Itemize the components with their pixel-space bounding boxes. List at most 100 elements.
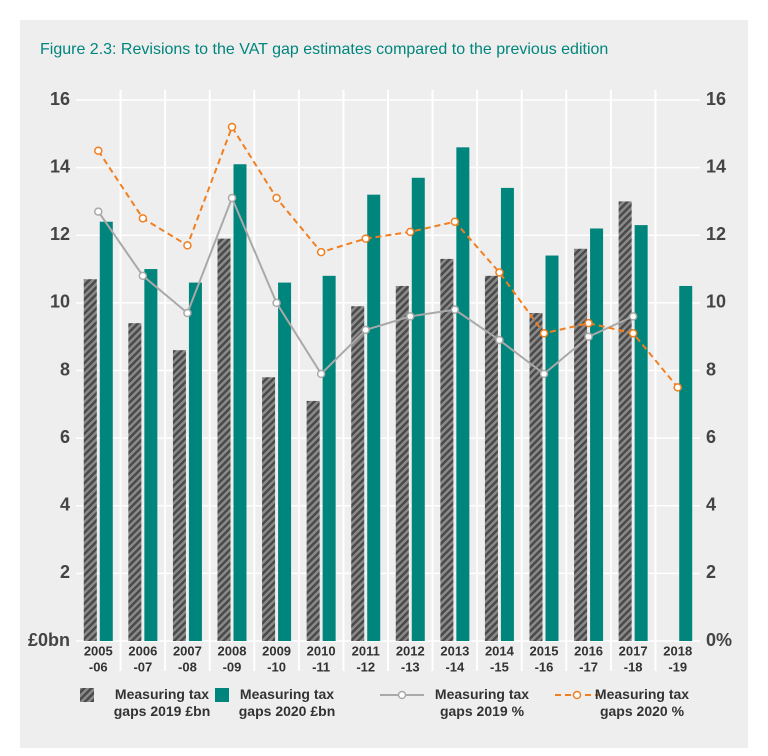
legend-swatch xyxy=(572,690,582,700)
x-tick-label: -12 xyxy=(356,659,375,674)
bar xyxy=(351,306,365,641)
point xyxy=(628,329,638,338)
point xyxy=(227,193,237,203)
bar xyxy=(128,323,142,641)
chart-title: Figure 2.3: Revisions to the VAT gap est… xyxy=(40,41,608,58)
y-tick-label: 2 xyxy=(60,562,70,582)
bar xyxy=(322,275,336,641)
y-tick-label: £0bn xyxy=(28,630,70,650)
x-tick-label: -10 xyxy=(267,659,286,674)
x-tick-label: -14 xyxy=(445,659,465,674)
bar xyxy=(679,285,693,641)
line xyxy=(97,124,679,389)
bar xyxy=(278,282,292,641)
x-tick-label: -08 xyxy=(178,659,197,674)
point xyxy=(183,241,192,250)
legend-label: Measuring tax gaps 2020 £bn xyxy=(238,686,336,719)
y-tick-label: 8 xyxy=(60,359,70,379)
bar xyxy=(634,225,648,641)
bar xyxy=(456,147,470,641)
x-tick-label: -07 xyxy=(133,659,152,674)
point xyxy=(450,217,460,226)
point xyxy=(183,308,192,318)
y-tick-label: 16 xyxy=(50,89,70,109)
x-tick-label: 2009 xyxy=(262,643,291,658)
x-tick-label: 2006 xyxy=(128,643,157,658)
y2-tick-label: 4 xyxy=(706,495,716,515)
legend-label: Measuring tax gaps 2019 £bn xyxy=(113,686,211,719)
y2-tick-label: 16 xyxy=(706,89,726,109)
point xyxy=(138,214,148,223)
x-tick-label: 2007 xyxy=(173,643,202,658)
point xyxy=(584,332,593,341)
point xyxy=(316,369,326,379)
bar xyxy=(500,187,514,641)
legend-swatch xyxy=(215,688,229,702)
point xyxy=(138,271,148,281)
point xyxy=(450,305,460,314)
y2-tick-label: 8 xyxy=(706,359,716,379)
y-tick-label: 12 xyxy=(50,224,70,244)
x-tick-label: -19 xyxy=(668,659,687,674)
y-tick-label: 4 xyxy=(60,495,70,515)
bar xyxy=(367,194,381,642)
bar xyxy=(233,164,247,641)
point xyxy=(272,193,281,203)
bar xyxy=(411,177,425,642)
legend-swatch xyxy=(80,688,94,702)
x-tick-label: -17 xyxy=(579,659,598,674)
point xyxy=(406,312,415,321)
x-tick-label: 2017 xyxy=(619,643,648,658)
y2-tick-label: 0% xyxy=(706,630,732,650)
point xyxy=(227,122,237,132)
bar xyxy=(618,201,632,641)
point xyxy=(94,207,103,216)
point xyxy=(94,146,103,155)
legend-swatch xyxy=(397,690,407,700)
legend-label: Measuring tax gaps 2019 % xyxy=(434,686,530,719)
y-tick-label: 14 xyxy=(50,156,70,176)
y2-tick-label: 6 xyxy=(706,427,716,447)
legend-label: Measuring tax gaps 2020 % xyxy=(594,686,690,719)
x-tick-label: -09 xyxy=(223,659,242,674)
bar xyxy=(217,238,231,641)
x-tick-label: 2010 xyxy=(307,643,336,658)
bar xyxy=(574,248,588,641)
x-tick-label: 2016 xyxy=(574,643,603,658)
x-tick-label: -16 xyxy=(535,659,554,674)
point xyxy=(361,234,370,243)
x-tick-label: -06 xyxy=(89,659,108,674)
x-tick-label: 2014 xyxy=(485,643,515,658)
x-tick-label: 2013 xyxy=(440,643,469,658)
x-tick-label: -13 xyxy=(401,659,420,674)
point xyxy=(539,369,549,379)
bar xyxy=(395,285,409,641)
point xyxy=(316,247,326,257)
bar xyxy=(188,282,202,641)
point xyxy=(539,329,549,338)
bar xyxy=(144,269,158,641)
bar xyxy=(262,377,276,641)
y2-tick-label: 12 xyxy=(706,224,726,244)
x-tick-label: 2008 xyxy=(218,643,247,658)
bar xyxy=(545,255,559,641)
y2-tick-label: 14 xyxy=(706,156,726,176)
x-tick-label: -18 xyxy=(624,659,643,674)
bar xyxy=(590,228,604,642)
bar xyxy=(99,221,113,641)
x-tick-label: 2005 xyxy=(84,643,113,658)
x-tick-label: 2012 xyxy=(396,643,425,658)
point xyxy=(673,383,682,392)
point xyxy=(361,325,370,335)
bar xyxy=(484,275,498,641)
point xyxy=(272,298,281,308)
bar xyxy=(440,258,454,641)
bar xyxy=(172,350,186,641)
y-tick-label: 10 xyxy=(50,292,70,312)
point xyxy=(495,268,504,277)
x-tick-label: 2011 xyxy=(352,643,380,658)
y-tick-label: 6 xyxy=(60,427,70,447)
x-tick-label: -11 xyxy=(312,659,330,674)
